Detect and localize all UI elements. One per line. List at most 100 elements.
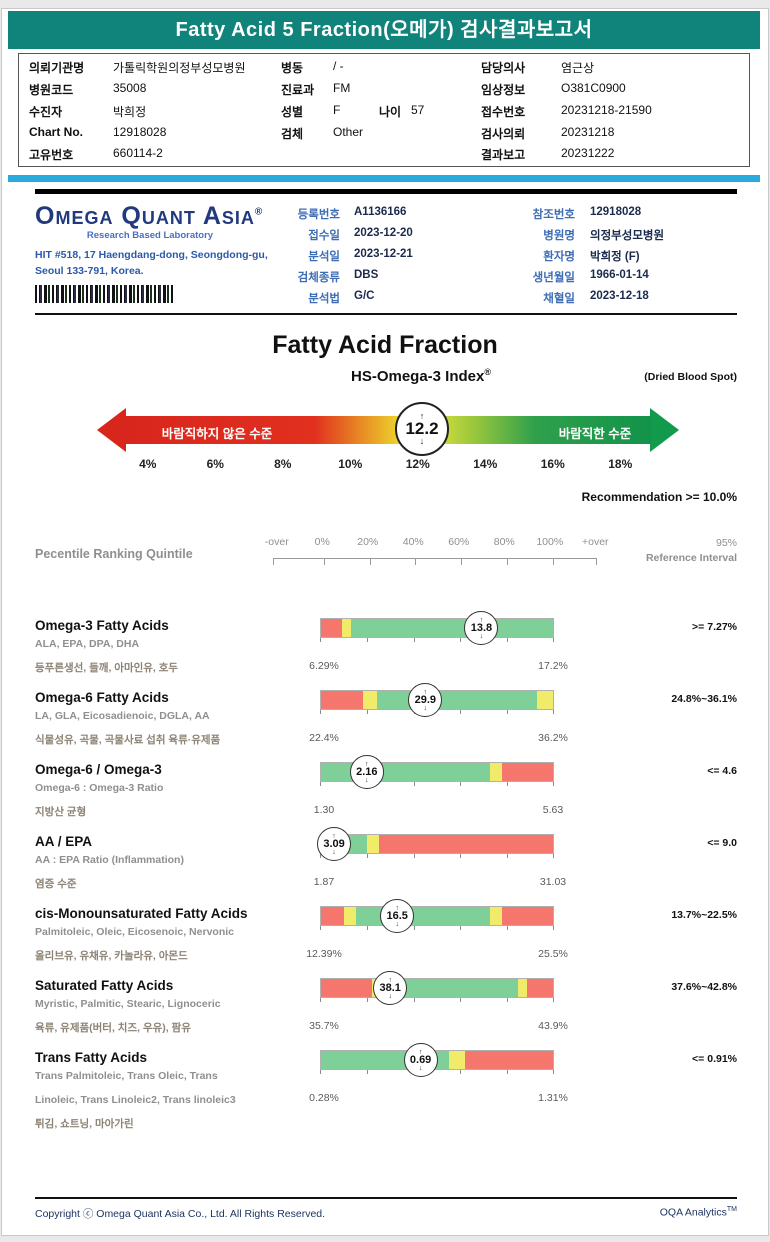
analyte-subtitle: Palmitoleic, Oleic, Eicosenoic, Nervonic — [35, 926, 234, 938]
info-row: 성별 F 나이 57 — [281, 103, 471, 125]
info-label: 접수번호 — [481, 105, 526, 119]
info-row: 병동 / - — [281, 59, 471, 81]
lab-section-top-rule — [35, 189, 737, 194]
percentile-bar: ↑ 29.9 ↓ — [320, 683, 554, 717]
gauge-value-marker: ↑ 12.2 ↓ — [395, 402, 449, 456]
patient-info-box: 의뢰기관명 가톨릭학원의정부성모병원 병원코드 35008 수진자 박희정 Ch… — [18, 53, 750, 167]
report-page: Fatty Acid 5 Fraction(오메가) 검사결과보고서 의뢰기관명… — [1, 8, 769, 1236]
range-high-value: 31.03 — [539, 876, 567, 888]
footer-rule — [35, 1197, 737, 1199]
gauge-tick: 14% — [473, 457, 498, 471]
gauge-good-label: 바람직한 수준 — [558, 427, 632, 441]
marker-down-arrow: ↓ — [479, 632, 484, 640]
analyte-row: Omega-3 Fatty Acids ALA, EPA, DPA, DHA 등… — [2, 611, 768, 688]
analyte-subtitle-line2: Linoleic, Trans Linoleic2, Trans linolei… — [35, 1094, 236, 1106]
quintile-tick: 20% — [357, 536, 379, 548]
reference-interval-value: >= 7.27% — [692, 621, 737, 633]
analyte-subtitle: AA : EPA Ratio (Inflammation) — [35, 854, 184, 866]
percentile-bar: ↑ 0.69 ↓ — [320, 1043, 554, 1077]
info-row: 담당의사 염근상 — [481, 59, 741, 81]
analyte-title: Omega-6 / Omega-3 — [35, 762, 162, 777]
info-label: 수진자 — [29, 105, 63, 119]
analyte-subtitle: LA, GLA, Eicosadienoic, DGLA, AA — [35, 710, 210, 722]
range-high-value: 17.2% — [538, 660, 568, 672]
index-registered-mark: ® — [484, 367, 491, 377]
info-value: 가톨릭학원의정부성모병원 — [113, 61, 246, 75]
analyte-title: Trans Fatty Acids — [35, 1050, 148, 1065]
percentile-bar: ↑ 38.1 ↓ — [320, 971, 554, 1005]
info-label: 검체 — [281, 127, 304, 141]
marker-up-arrow: ↑ — [419, 411, 425, 421]
value-marker: ↑ 38.1 ↓ — [373, 971, 408, 1005]
gauge-right-arrowhead — [650, 408, 679, 452]
info-row: 진료과 FM — [281, 81, 471, 103]
dried-blood-spot-note: (Dried Blood Spot) — [644, 371, 737, 383]
info-value: 20231218-21590 — [561, 103, 652, 117]
range-low-value: 1.87 — [313, 876, 335, 888]
info-value: F — [333, 103, 341, 117]
percentile-quintile-title: Pecentile Ranking Quintile — [35, 547, 193, 561]
logo-text: Omega Quant Asia — [35, 202, 255, 230]
marker-up-arrow: ↑ — [423, 688, 428, 696]
range-high-value: 25.5% — [538, 948, 568, 960]
analyte-row: Trans Fatty Acids Trans Palmitoleic, Tra… — [2, 1043, 768, 1130]
info-row: 의뢰기관명 가톨릭학원의정부성모병원 — [29, 59, 289, 81]
reference-interval-value: <= 9.0 — [707, 837, 737, 849]
marker-value: 16.5 — [386, 909, 408, 922]
value-marker: ↑ 16.5 ↓ — [380, 899, 415, 933]
quintile-tick: +over — [581, 536, 609, 548]
age-value: 57 — [411, 103, 425, 117]
analyte-subtitle: Myristic, Palmitic, Stearic, Lignoceric — [35, 998, 221, 1010]
info-row: 검체 Other — [281, 125, 471, 147]
lab-label: 참조번호 — [532, 209, 575, 221]
lab-label: 등록번호 — [297, 209, 340, 221]
info-value: 35008 — [113, 81, 147, 95]
bar-ticks — [320, 854, 554, 859]
gauge-tick: 18% — [608, 457, 633, 471]
lab-label: 생년월일 — [532, 272, 575, 284]
gauge-left-arrowhead — [97, 408, 126, 452]
lab-label: 채혈일 — [543, 293, 575, 305]
brand-trademark: TM — [726, 1206, 737, 1213]
lab-value: 1966-01-14 — [590, 269, 649, 281]
cyan-divider — [8, 175, 760, 182]
marker-up-arrow: ↑ — [418, 1048, 423, 1056]
reference-interval-value: <= 0.91% — [692, 1053, 737, 1065]
info-label: 병동 — [281, 61, 304, 75]
info-value: 20231218 — [561, 125, 615, 139]
info-row: 검사의뢰 20231218 — [481, 125, 741, 147]
range-low-value: 0.28% — [309, 1092, 339, 1104]
report-title-banner: Fatty Acid 5 Fraction(오메가) 검사결과보고서 — [8, 11, 760, 49]
value-marker: ↑ 13.8 ↓ — [464, 611, 499, 645]
lab-address-line2: Seoul 133-791, Korea. — [35, 265, 144, 277]
quintile-scale: -over 0% 20% 40% 60% 80% 100% +over — [254, 536, 618, 548]
lab-label: 분석법 — [308, 293, 340, 305]
analyte-food-sources: 튀김, 쇼트닝, 마아가린 — [35, 1118, 134, 1130]
gauge-tick: 16% — [540, 457, 565, 471]
gauge-tick: 8% — [274, 457, 292, 471]
bar-segments — [320, 978, 554, 998]
analyte-subtitle: Trans Palmitoleic, Trans Oleic, Trans — [35, 1070, 218, 1082]
range-high-value: 36.2% — [538, 732, 568, 744]
reference-interval-value: 24.8%~36.1% — [671, 693, 737, 705]
marker-value: 38.1 — [379, 981, 401, 994]
info-value: 12918028 — [113, 125, 167, 139]
bar-segments — [320, 834, 554, 854]
percentile-bar: ↑ 16.5 ↓ — [320, 899, 554, 933]
info-value: O381C0900 — [561, 81, 626, 95]
percentile-bar: ↑ 13.8 ↓ — [320, 611, 554, 645]
lab-value: A1136166 — [354, 206, 407, 218]
marker-up-arrow: ↑ — [332, 832, 336, 840]
lab-value: 박희정 (F) — [590, 251, 640, 263]
marker-value: 2.16 — [356, 765, 378, 778]
range-low-value: 35.7% — [309, 1020, 339, 1032]
range-low-value: 22.4% — [309, 732, 339, 744]
gauge-tick: 12% — [405, 457, 430, 471]
analyte-food-sources: 식물성유, 곡물, 곡물사료 섭취 육류·유제품 — [35, 734, 221, 746]
marker-value: 3.09 — [323, 837, 345, 850]
range-high-value: 43.9% — [538, 1020, 568, 1032]
reference-interval-value: 37.6%~42.8% — [671, 981, 737, 993]
value-marker: ↑ 29.9 ↓ — [408, 683, 443, 717]
gauge-tick: 4% — [139, 457, 157, 471]
lab-section-bottom-rule — [35, 313, 737, 315]
